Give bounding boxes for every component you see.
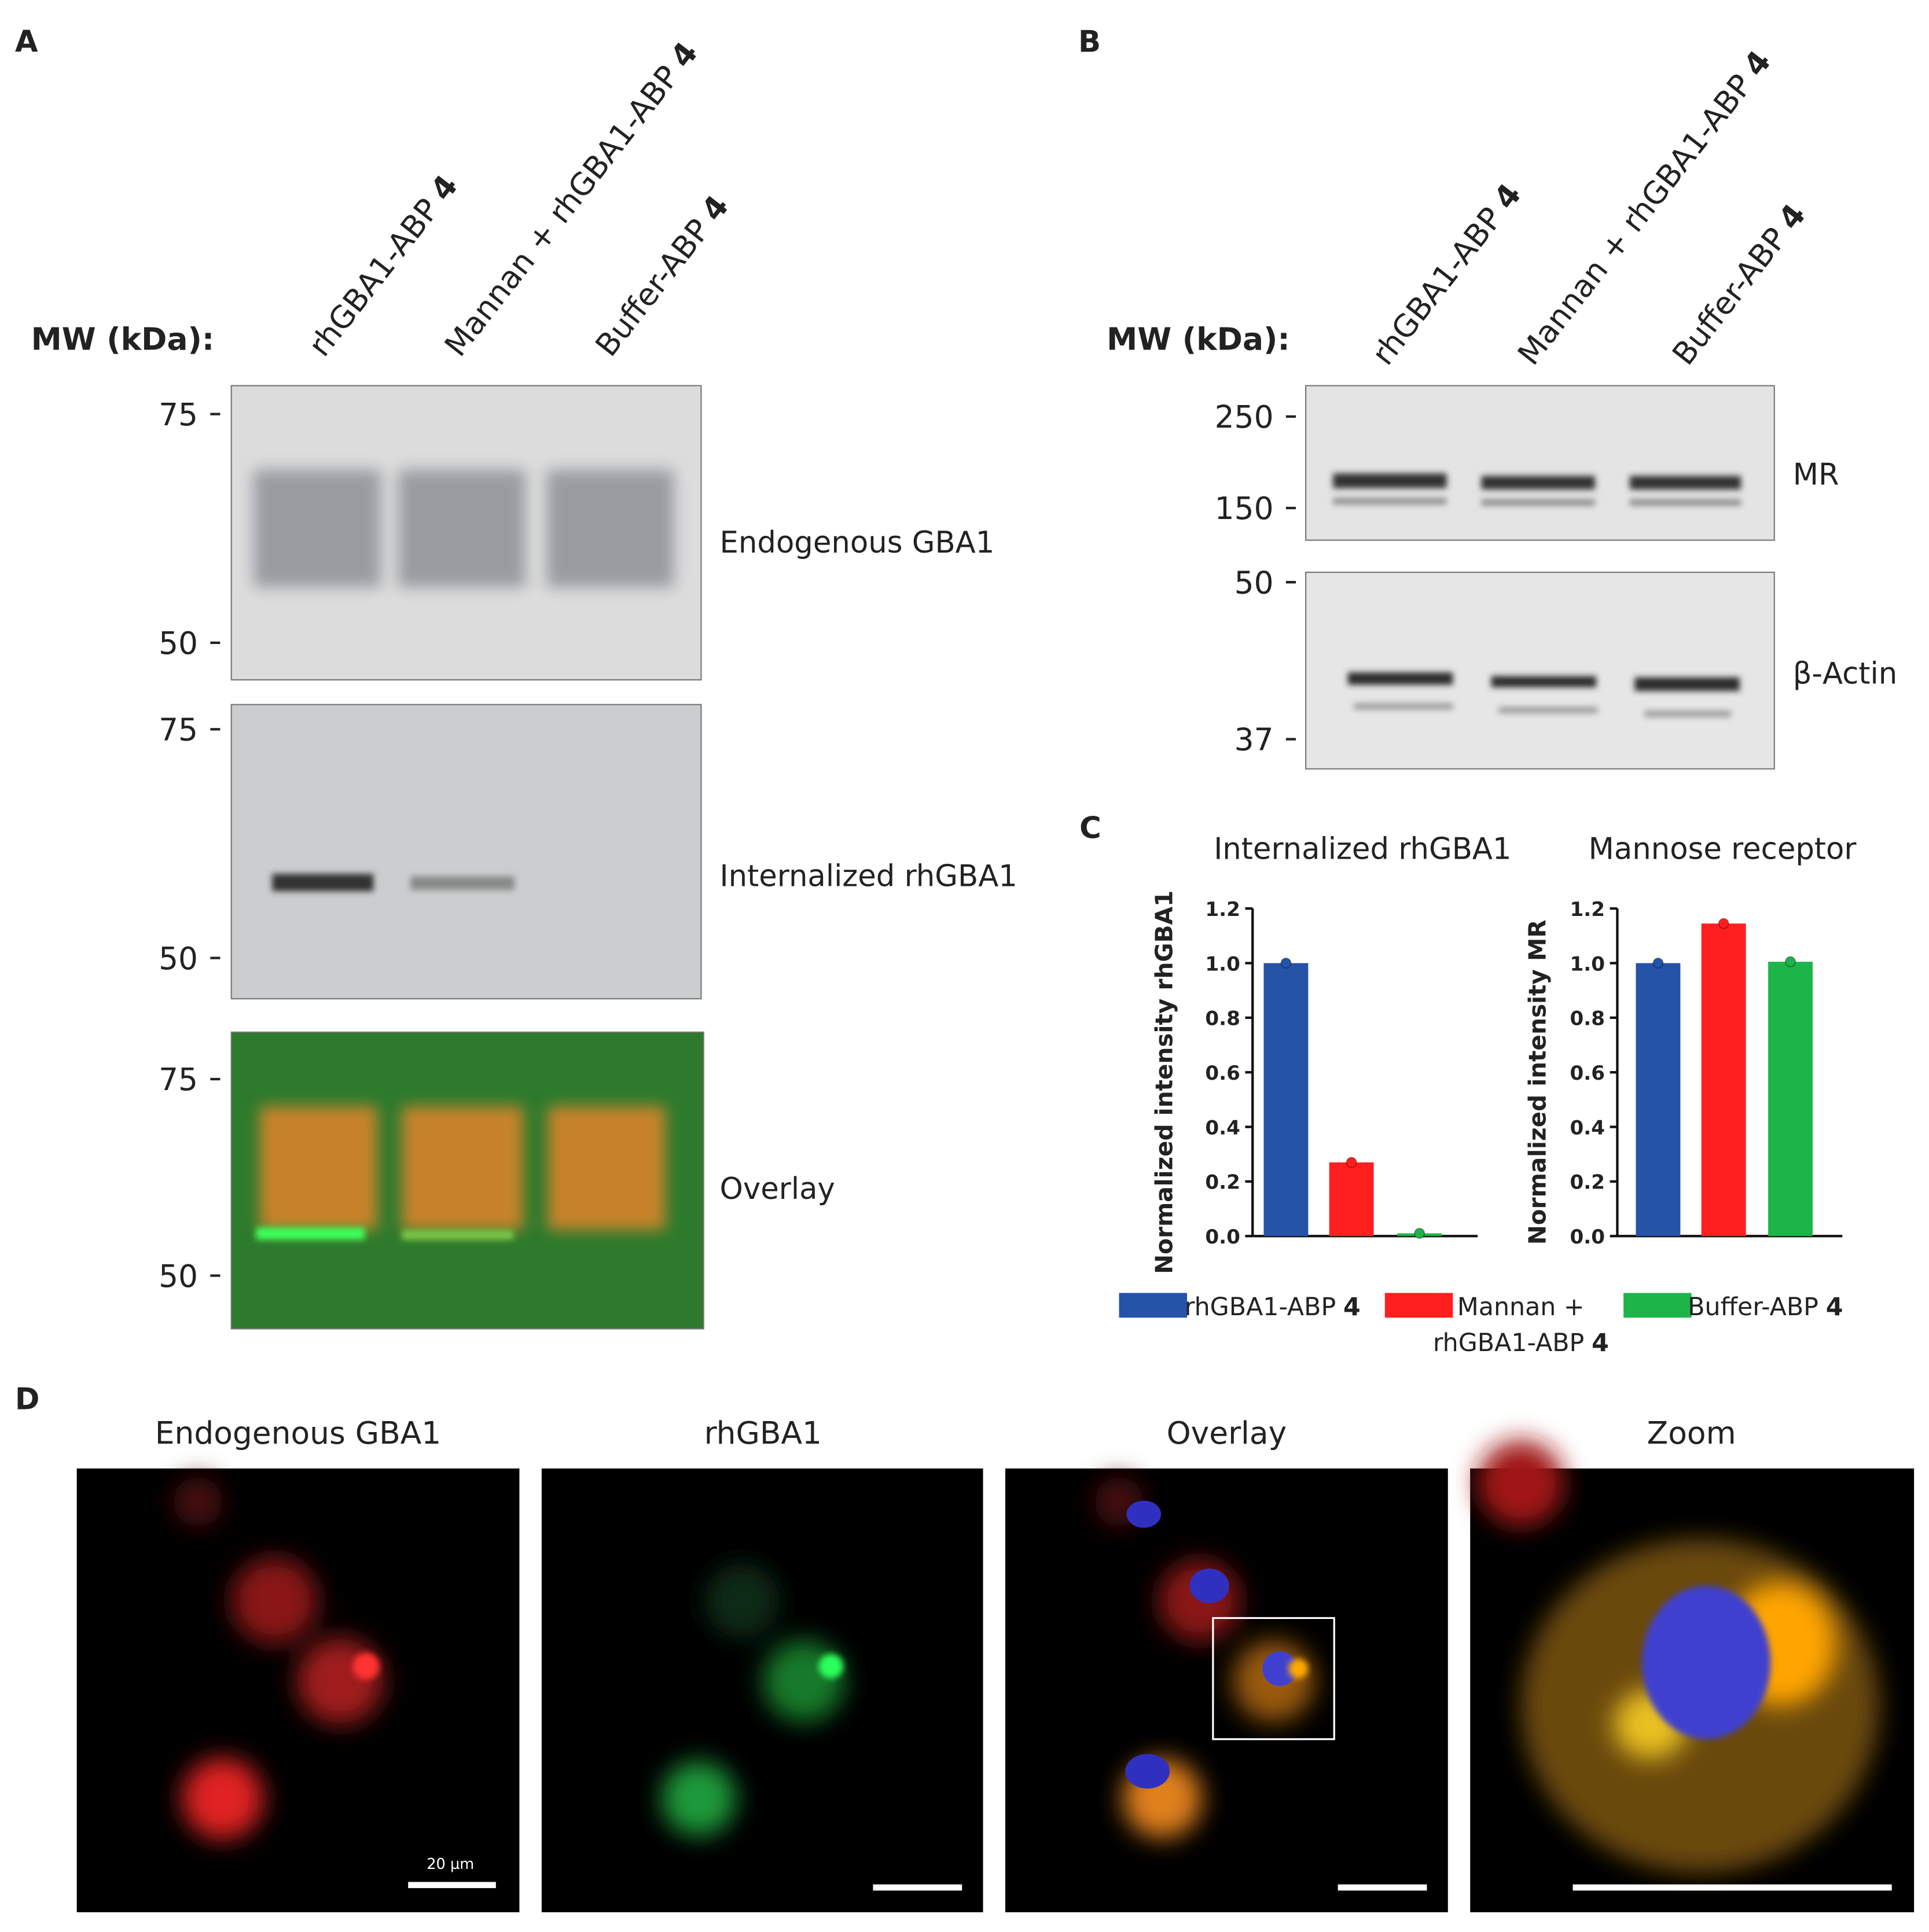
blot-label: Endogenous GBA1 — [720, 525, 995, 560]
y-axis-label: Normalized intensity MR — [1524, 919, 1552, 1245]
panel-label: C — [1079, 811, 1101, 845]
panel-label: D — [15, 1382, 40, 1416]
y-axis-label: Normalized intensity rhGBA1 — [1150, 890, 1178, 1274]
y-tick-label: 1.0 — [1570, 952, 1605, 976]
legend-text: Buffer-ABP — [1688, 1293, 1818, 1322]
marker-label: 75 — [159, 396, 198, 433]
scale-label: 20 µm — [427, 1856, 474, 1873]
blot-label: Internalized rhGBA1 — [720, 859, 1017, 894]
micro-1 — [76, 1468, 520, 1912]
image-title: Endogenous GBA1 — [155, 1415, 441, 1451]
mw-label: MW (kDa): — [1107, 321, 1290, 358]
legend-suffix: 4 — [1592, 1329, 1609, 1357]
blot-label: Overlay — [720, 1172, 835, 1206]
legend-label: Mannan + — [1457, 1293, 1585, 1322]
data-point — [1346, 1157, 1357, 1168]
y-tick-label: 0.4 — [1570, 1116, 1605, 1139]
y-tick-label: 1.2 — [1205, 898, 1240, 921]
y-tick-label: 1.0 — [1205, 952, 1240, 976]
micro-3 — [1005, 1468, 1448, 1912]
marker-label: 75 — [159, 712, 198, 748]
marker-label: 50 — [159, 625, 198, 661]
lane-name: Buffer-ABP — [1665, 220, 1794, 371]
marker-label: 50 — [1234, 564, 1274, 601]
y-tick-label: 1.2 — [1570, 898, 1605, 921]
lane-name: rhGBA1-ABP — [1365, 200, 1510, 371]
y-tick-label: 0.8 — [1205, 1007, 1240, 1031]
data-point — [1414, 1227, 1425, 1239]
y-tick-label: 0.6 — [1205, 1062, 1240, 1085]
blot-label: MR — [1793, 457, 1839, 492]
lane-label: Mannan + rhGBA1-ABP4 — [437, 35, 705, 363]
bar — [1636, 963, 1681, 1237]
lane-name: rhGBA1-ABP — [302, 192, 447, 363]
blot-a3 — [230, 1031, 704, 1330]
data-point — [1784, 956, 1796, 967]
marker-label: 50 — [159, 1258, 198, 1294]
marker-label: 75 — [159, 1061, 198, 1098]
bar — [1768, 962, 1813, 1237]
data-point — [1280, 957, 1292, 969]
legend-swatch — [1384, 1293, 1453, 1318]
lane-label: Buffer-ABP4 — [1665, 197, 1813, 371]
y-tick-label: 0.0 — [1570, 1226, 1605, 1249]
lane-label: rhGBA1-ABP4 — [1365, 176, 1528, 371]
marker-label: 150 — [1215, 490, 1274, 527]
marker-label: 250 — [1215, 399, 1274, 435]
legend-label: rhGBA1-ABP 4 — [1433, 1329, 1609, 1357]
chart-title: Internalized rhGBA1 — [1214, 832, 1511, 867]
blot-label: β-Actin — [1793, 656, 1897, 691]
image-title: Overlay — [1167, 1415, 1287, 1451]
panel-label: A — [15, 25, 38, 60]
blot-b1 — [1305, 385, 1775, 541]
y-tick-label: 0.2 — [1205, 1171, 1240, 1194]
legend-label: Buffer-ABP 4 — [1688, 1293, 1843, 1322]
y-tick-label: 0.0 — [1205, 1226, 1240, 1249]
blot-a2 — [230, 704, 702, 1000]
y-tick-label: 0.6 — [1570, 1062, 1605, 1085]
data-point — [1652, 957, 1664, 969]
image-title: Zoom — [1647, 1415, 1736, 1451]
image-title: rhGBA1 — [704, 1415, 822, 1451]
marker-label: 37 — [1234, 722, 1274, 758]
mw-label: MW (kDa): — [31, 321, 215, 358]
micro-4 — [1470, 1440, 1915, 1912]
marker-label: 50 — [159, 940, 198, 977]
blot-a1 — [230, 385, 702, 681]
bar — [1263, 963, 1309, 1237]
legend-swatch — [1623, 1293, 1692, 1318]
blot-b2 — [1305, 572, 1775, 770]
y-tick-label: 0.2 — [1570, 1171, 1605, 1194]
legend-text: Mannan + — [1457, 1293, 1585, 1322]
chart-title: Mannose receptor — [1589, 832, 1857, 867]
lane-label: Mannan + rhGBA1-ABP4 — [1511, 43, 1779, 371]
legend-text: rhGBA1-ABP — [1185, 1293, 1336, 1322]
legend-suffix: 4 — [1826, 1293, 1843, 1322]
lane-label: Buffer-ABP4 — [588, 188, 736, 363]
legend-suffix: 4 — [1343, 1293, 1361, 1322]
legend-text: rhGBA1-ABP — [1433, 1329, 1584, 1357]
y-tick-label: 0.4 — [1205, 1116, 1240, 1139]
legend-swatch — [1119, 1293, 1188, 1318]
legend-label: rhGBA1-ABP 4 — [1185, 1293, 1361, 1322]
lane-name: Buffer-ABP — [588, 212, 717, 363]
data-point — [1718, 918, 1729, 929]
bar — [1701, 923, 1746, 1237]
panel-label: B — [1078, 25, 1101, 60]
lane-label: rhGBA1-ABP4 — [302, 168, 465, 363]
bar — [1329, 1162, 1374, 1237]
micro-2 — [541, 1468, 983, 1912]
y-tick-label: 0.8 — [1570, 1007, 1605, 1031]
